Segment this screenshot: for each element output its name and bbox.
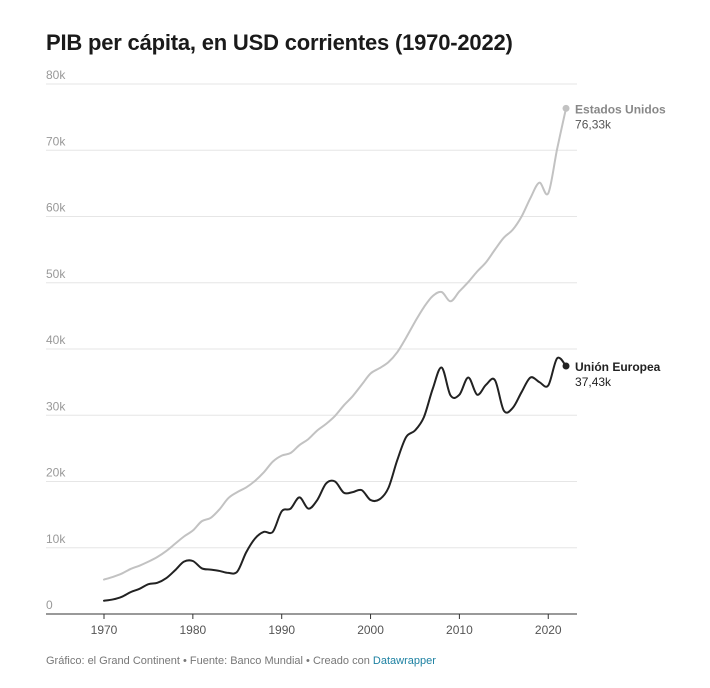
- y-tick-label: 70k: [46, 134, 66, 148]
- x-tick-label: 1990: [268, 623, 295, 637]
- x-axis: 1970 1980 1990 2000 2010 2020: [91, 614, 562, 637]
- x-tick-label: 1970: [91, 623, 118, 637]
- y-tick-label: 40k: [46, 333, 66, 347]
- y-tick-label: 30k: [46, 399, 66, 413]
- series-value-estados-unidos: 76,33k: [575, 117, 612, 131]
- x-tick-label: 2000: [357, 623, 384, 637]
- series: [103, 104, 570, 602]
- y-tick-label: 0: [46, 598, 53, 612]
- series-label-union-europea: Unión Europea: [575, 360, 661, 374]
- end-point-estados-unidos: [562, 104, 570, 112]
- footer-credits: Gráfico: el Grand Continent • Fuente: Ba…: [46, 655, 373, 667]
- grid: [46, 83, 577, 615]
- chart-title: PIB per cápita, en USD corrientes (1970-…: [46, 30, 513, 55]
- x-tick-label: 2020: [535, 623, 562, 637]
- chart-footer: Gráfico: el Grand Continent • Fuente: Ba…: [46, 655, 436, 667]
- y-tick-label: 10k: [46, 532, 66, 546]
- series-line-estados-unidos: [103, 107, 568, 581]
- y-tick-label: 50k: [46, 267, 66, 281]
- x-tick-label: 1980: [179, 623, 206, 637]
- y-axis: 0 10k 20k 30k 40k 50k 60k 70k 80k: [46, 68, 66, 612]
- series-label-estados-unidos: Estados Unidos: [575, 102, 666, 116]
- x-tick-label: 2010: [446, 623, 473, 637]
- y-tick-label: 20k: [46, 466, 66, 480]
- series-line-union-europea: [103, 356, 568, 602]
- end-point-union-europea: [562, 362, 570, 370]
- y-tick-label: 60k: [46, 201, 66, 215]
- y-tick-label: 80k: [46, 68, 66, 82]
- series-value-union-europea: 37,43k: [575, 375, 612, 389]
- datawrapper-link[interactable]: Datawrapper: [372, 655, 436, 667]
